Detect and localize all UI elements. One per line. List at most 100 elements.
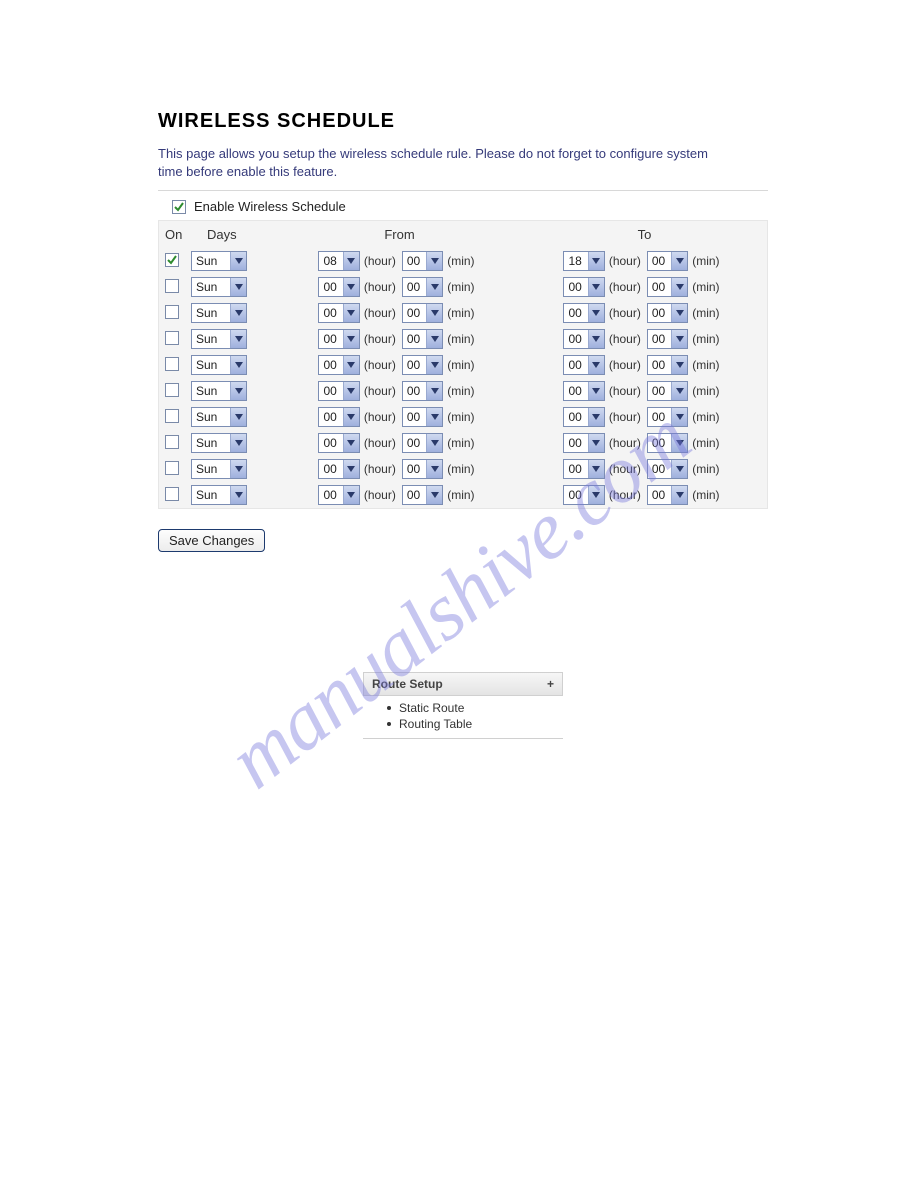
dropdown-value: 00 (564, 306, 587, 320)
dropdown[interactable]: 00 (402, 277, 443, 297)
route-setup-panel: Route Setup + Static RouteRouting Table (363, 672, 563, 739)
dropdown[interactable]: 00 (563, 485, 604, 505)
enable-label: Enable Wireless Schedule (194, 199, 346, 214)
chevron-down-icon (230, 330, 246, 348)
row-checkbox[interactable] (165, 487, 179, 501)
dropdown[interactable]: 00 (318, 485, 359, 505)
unit-hour: (hour) (605, 436, 647, 450)
dropdown[interactable]: 00 (647, 433, 688, 453)
unit-min: (min) (443, 436, 480, 450)
dropdown[interactable]: Sun (191, 355, 247, 375)
dropdown[interactable]: 00 (402, 251, 443, 271)
dropdown[interactable]: 00 (647, 277, 688, 297)
dropdown[interactable]: 00 (647, 355, 688, 375)
row-checkbox[interactable] (165, 305, 179, 319)
chevron-down-icon (426, 330, 442, 348)
dropdown[interactable]: 00 (647, 381, 688, 401)
dropdown[interactable]: 00 (402, 485, 443, 505)
dropdown[interactable]: Sun (191, 303, 247, 323)
dropdown[interactable]: 00 (318, 277, 359, 297)
dropdown[interactable]: 00 (563, 433, 604, 453)
enable-checkbox[interactable] (172, 200, 186, 214)
dropdown[interactable]: 00 (563, 329, 604, 349)
chevron-down-icon (343, 252, 359, 270)
dropdown[interactable]: 00 (402, 355, 443, 375)
chevron-down-icon (671, 382, 687, 400)
dropdown-value: 00 (648, 462, 671, 476)
expand-icon[interactable]: + (547, 677, 554, 691)
unit-min: (min) (443, 488, 480, 502)
chevron-down-icon (343, 382, 359, 400)
row-checkbox[interactable] (165, 383, 179, 397)
dropdown[interactable]: 00 (647, 329, 688, 349)
table-row: Sun00(hour)00(min)00(hour)00(min) (159, 326, 767, 352)
dropdown[interactable]: 00 (402, 459, 443, 479)
dropdown[interactable]: 00 (563, 355, 604, 375)
unit-min: (min) (688, 280, 725, 294)
row-checkbox[interactable] (165, 279, 179, 293)
dropdown-value: Sun (192, 410, 230, 424)
dropdown[interactable]: Sun (191, 459, 247, 479)
unit-hour: (hour) (605, 358, 647, 372)
save-button[interactable]: Save Changes (158, 529, 265, 552)
dropdown[interactable]: 00 (318, 433, 359, 453)
schedule-table: On Days From To Sun08(hour)00(min)18(hou… (158, 220, 768, 509)
route-item-label: Routing Table (399, 717, 472, 731)
dropdown[interactable]: 00 (563, 407, 604, 427)
dropdown-value: 00 (648, 436, 671, 450)
dropdown[interactable]: 08 (318, 251, 359, 271)
dropdown[interactable]: 00 (647, 303, 688, 323)
dropdown[interactable]: 00 (402, 329, 443, 349)
chevron-down-icon (588, 486, 604, 504)
chevron-down-icon (426, 460, 442, 478)
dropdown[interactable]: Sun (191, 277, 247, 297)
chevron-down-icon (588, 356, 604, 374)
dropdown-value: 08 (319, 254, 342, 268)
dropdown[interactable]: 00 (318, 329, 359, 349)
dropdown[interactable]: 00 (647, 459, 688, 479)
dropdown[interactable]: Sun (191, 407, 247, 427)
dropdown[interactable]: 18 (563, 251, 604, 271)
dropdown-value: 00 (319, 384, 342, 398)
dropdown[interactable]: 00 (563, 381, 604, 401)
dropdown[interactable]: Sun (191, 433, 247, 453)
dropdown[interactable]: 00 (647, 407, 688, 427)
table-row: Sun00(hour)00(min)00(hour)00(min) (159, 456, 767, 482)
dropdown[interactable]: 00 (318, 355, 359, 375)
unit-hour: (hour) (360, 488, 402, 502)
dropdown[interactable]: 00 (402, 303, 443, 323)
row-checkbox[interactable] (165, 461, 179, 475)
dropdown[interactable]: Sun (191, 485, 247, 505)
dropdown[interactable]: 00 (647, 485, 688, 505)
unit-min: (min) (688, 462, 725, 476)
dropdown[interactable]: 00 (318, 407, 359, 427)
chevron-down-icon (230, 460, 246, 478)
dropdown[interactable]: 00 (647, 251, 688, 271)
page-description: This page allows you setup the wireless … (158, 145, 718, 180)
chevron-down-icon (230, 382, 246, 400)
dropdown[interactable]: Sun (191, 329, 247, 349)
chevron-down-icon (426, 252, 442, 270)
route-item[interactable]: Routing Table (363, 716, 563, 732)
dropdown[interactable]: Sun (191, 381, 247, 401)
row-checkbox[interactable] (165, 435, 179, 449)
dropdown[interactable]: 00 (563, 459, 604, 479)
row-checkbox[interactable] (165, 409, 179, 423)
route-item[interactable]: Static Route (363, 700, 563, 716)
dropdown[interactable]: 00 (318, 459, 359, 479)
row-checkbox[interactable] (165, 357, 179, 371)
dropdown[interactable]: 00 (402, 381, 443, 401)
dropdown[interactable]: 00 (318, 303, 359, 323)
dropdown[interactable]: 00 (402, 407, 443, 427)
bullet-icon (387, 706, 391, 710)
dropdown[interactable]: Sun (191, 251, 247, 271)
unit-min: (min) (443, 410, 480, 424)
dropdown[interactable]: 00 (318, 381, 359, 401)
dropdown[interactable]: 00 (402, 433, 443, 453)
dropdown[interactable]: 00 (563, 303, 604, 323)
row-checkbox[interactable] (165, 331, 179, 345)
row-checkbox[interactable] (165, 253, 179, 267)
dropdown[interactable]: 00 (563, 277, 604, 297)
dropdown-value: 00 (564, 358, 587, 372)
dropdown-value: Sun (192, 462, 230, 476)
